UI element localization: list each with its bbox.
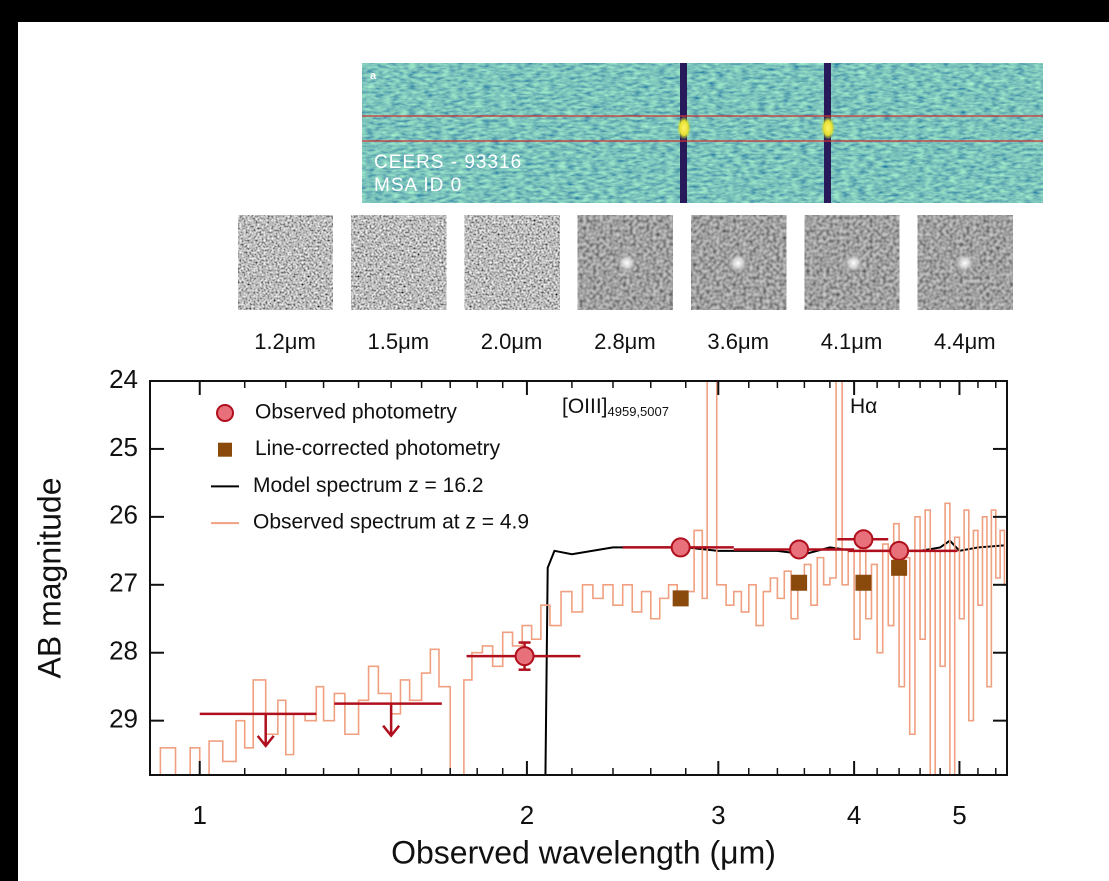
thumbnail xyxy=(237,214,334,311)
corrected-point xyxy=(855,574,872,591)
corrected-point xyxy=(891,559,908,576)
thumbnail-label: 2.0μm xyxy=(481,329,543,354)
object-name: CEERS - 93316 xyxy=(374,152,522,173)
x-tick-label: 1 xyxy=(192,800,206,830)
source-blob xyxy=(728,253,749,273)
corrected-point xyxy=(791,574,808,591)
legend-marker xyxy=(218,442,232,457)
annotation-text: Hα xyxy=(850,395,877,418)
photometry-point xyxy=(889,540,910,561)
source-blob xyxy=(954,253,975,273)
x-axis-label: Observed wavelength (μm) xyxy=(391,834,776,870)
x-tick-label: 2 xyxy=(520,800,534,830)
spectrum-image xyxy=(362,63,1043,203)
annotation: Hα xyxy=(850,395,877,418)
y-tick-label: 27 xyxy=(109,568,138,598)
legend-label: Line-corrected photometry xyxy=(255,437,501,460)
thumbnail-label: 3.6μm xyxy=(707,329,769,354)
thumbnail-label: 4.1μm xyxy=(821,329,883,354)
y-tick-label: 28 xyxy=(109,636,138,666)
emission-blob xyxy=(821,116,835,140)
legend-label: Model spectrum z = 16.2 xyxy=(253,474,484,497)
slit-id: MSA ID 0 xyxy=(374,175,462,196)
source-blob xyxy=(843,253,864,273)
observed-spectrum xyxy=(150,381,1006,775)
thumbnail-label: 2.8μm xyxy=(594,329,656,354)
annotation-text: [OIII] xyxy=(562,395,608,418)
corrected-point xyxy=(672,590,689,607)
y-tick-label: 24 xyxy=(109,364,138,394)
x-tick-label: 5 xyxy=(952,800,966,830)
plot-frame xyxy=(149,380,1008,776)
thumbnail-label: 4.4μm xyxy=(934,329,996,354)
spectrum-2d: a CEERS - 93316 MSA ID 0 xyxy=(362,63,1043,203)
thumbnails: 1.2μm 1.5μm 2.0μm 2.8μm 3.6μm 4.1μm 4.4μm xyxy=(237,214,1014,354)
thumbnail xyxy=(464,214,561,311)
emission-blob xyxy=(677,116,691,140)
photometry-point xyxy=(670,537,691,558)
x-tick-label: 3 xyxy=(711,800,725,830)
x-tick-label: 4 xyxy=(847,800,861,830)
thumbnail-label: 1.2μm xyxy=(254,329,316,354)
thumbnail xyxy=(350,214,447,311)
panel-label: a xyxy=(370,70,377,82)
legend-label: Observed spectrum at z = 4.9 xyxy=(253,511,529,534)
thumbnail-label: 1.5μm xyxy=(368,329,430,354)
upper-limit-arrow xyxy=(382,703,401,738)
legend-marker xyxy=(216,404,234,422)
photometry-point xyxy=(514,646,535,667)
legend-label: Observed photometry xyxy=(255,401,457,424)
photometry-point xyxy=(853,529,874,550)
photometry-point xyxy=(789,539,810,560)
y-axis-label: AB magnitude xyxy=(31,477,67,678)
source-blob xyxy=(616,253,637,273)
upper-limit-arrow xyxy=(256,713,275,748)
y-tick-label: 26 xyxy=(109,500,138,530)
sed-plot: 24 25 26 27 28 29 1 2 3 4 5 Observed wavelength (μm… xyxy=(31,364,1008,870)
y-tick-label: 29 xyxy=(109,704,138,734)
annotation-sub: 4959,5007 xyxy=(608,404,669,419)
y-tick-label: 25 xyxy=(109,432,138,462)
annotation: [OIII]4959,5007 xyxy=(562,395,669,420)
